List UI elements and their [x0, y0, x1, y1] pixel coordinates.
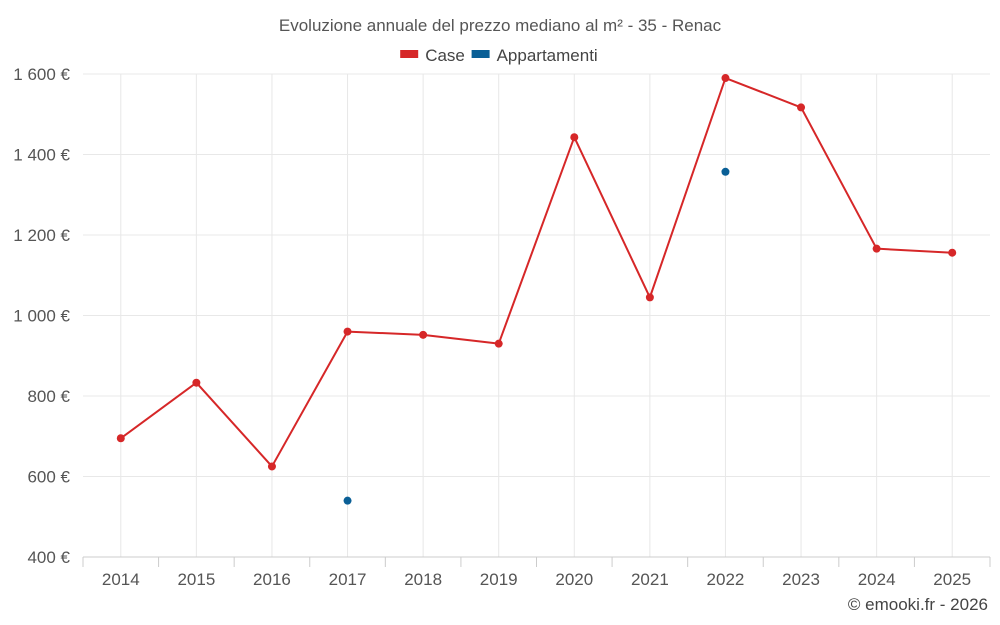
- data-point-case-2016: [267, 462, 276, 471]
- data-point-case-2022: [721, 74, 730, 83]
- x-tick-label: 2018: [404, 570, 442, 589]
- legend: Case Appartamenti: [400, 46, 598, 65]
- x-tick-label: 2021: [631, 570, 669, 589]
- y-tick-label: 1 400 €: [13, 146, 70, 165]
- data-point-case-2017: [343, 327, 352, 336]
- chart-title: Evoluzione annuale del prezzo mediano al…: [279, 16, 722, 35]
- gridlines: [83, 73, 990, 557]
- legend-label-case: Case: [425, 46, 465, 65]
- series-layer: [116, 74, 957, 505]
- legend-swatch-case: [400, 50, 419, 58]
- data-point-case-2014: [116, 434, 125, 443]
- data-point-case-2020: [570, 133, 579, 142]
- y-tick-label: 1 200 €: [13, 226, 70, 245]
- credit-text: © emooki.fr - 2026: [848, 595, 988, 614]
- axes: 400 € 600 € 800 € 1 000 € 1 200 € 1 400 € 1 60…: [13, 65, 991, 589]
- data-point-case-2021: [645, 293, 654, 302]
- y-tick-label: 400 €: [27, 548, 70, 567]
- series-line-case: [120, 77, 953, 468]
- x-tick-label: 2022: [707, 570, 745, 589]
- x-tick-label: 2016: [253, 570, 291, 589]
- x-tick-label: 2017: [329, 570, 367, 589]
- x-tick-label: 2024: [858, 570, 896, 589]
- x-tick-label: 2020: [555, 570, 593, 589]
- legend-label-appartamenti: Appartamenti: [497, 46, 598, 65]
- y-tick-label: 1 000 €: [13, 307, 70, 326]
- x-tick-label: 2014: [102, 570, 140, 589]
- data-point-case-2025: [948, 248, 957, 257]
- legend-swatch-appartamenti: [471, 50, 490, 58]
- y-tick-label: 1 600 €: [13, 65, 70, 84]
- data-point-case-2018: [419, 330, 428, 339]
- y-tick-label: 800 €: [27, 387, 70, 406]
- data-point-case-2023: [797, 103, 806, 112]
- data-point-appartamenti-2017: [343, 496, 352, 505]
- data-point-appartamenti-2022: [721, 167, 730, 176]
- data-point-case-2024: [872, 244, 881, 253]
- x-tick-label: 2023: [782, 570, 820, 589]
- x-tick-label: 2025: [933, 570, 971, 589]
- y-tick-label: 600 €: [27, 468, 70, 487]
- data-point-case-2019: [494, 339, 503, 348]
- x-tick-label: 2019: [480, 570, 518, 589]
- x-tick-label: 2015: [177, 570, 215, 589]
- data-point-case-2015: [192, 378, 201, 387]
